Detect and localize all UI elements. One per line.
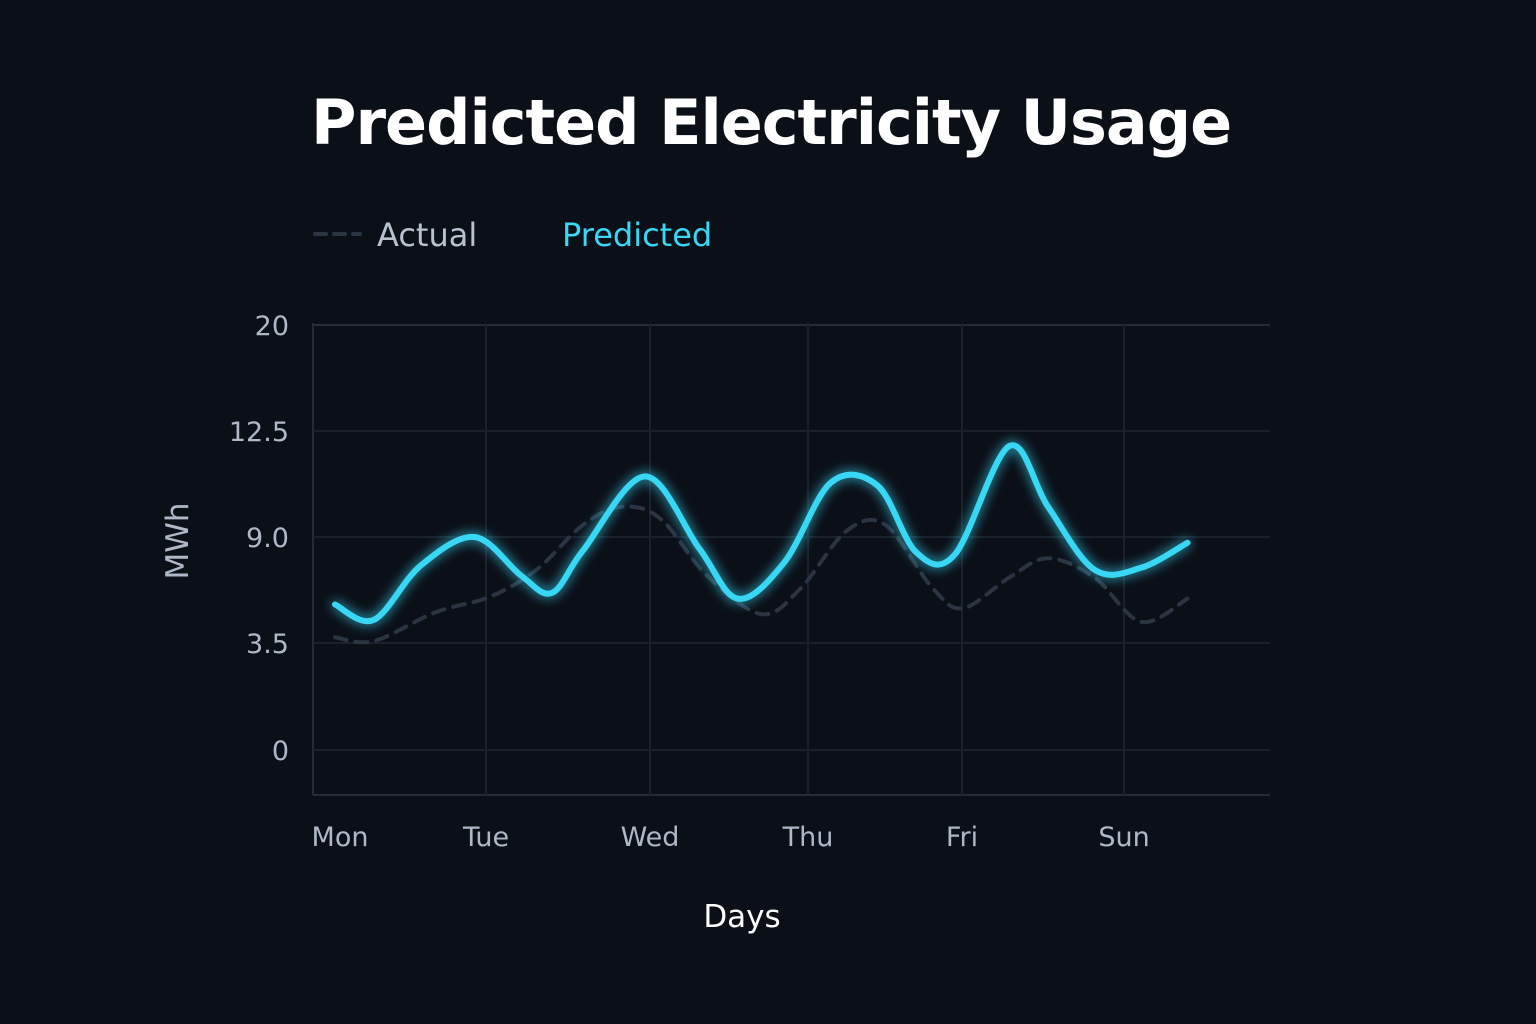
x-tick-label: Mon (312, 822, 369, 853)
y-tick-label: 9.0 (246, 523, 289, 554)
series-line-actual (333, 504, 1190, 645)
y-tick-labels: 0 3.5 9.0 12.5 20 (229, 311, 289, 767)
x-axis-title: Days (703, 899, 780, 935)
legend-label-actual: Actual (377, 216, 477, 254)
series-layer (332, 442, 1191, 645)
chart-title: Predicted Electricity Usage (311, 86, 1232, 159)
series-line-predicted (332, 442, 1191, 625)
plot-frame (312, 323, 1270, 796)
x-tick-label: Fri (946, 822, 978, 853)
legend-label-predicted: Predicted (562, 216, 712, 254)
y-axis-title: MWh (160, 502, 196, 579)
grid-lines (313, 323, 1270, 795)
y-tick-label: 0 (272, 736, 289, 767)
y-tick-label: 12.5 (229, 417, 289, 448)
x-tick-label: Wed (621, 822, 680, 853)
y-tick-label: 3.5 (246, 629, 289, 660)
x-tick-labels: Mon Tue Wed Thu Fri Sun (312, 822, 1150, 853)
x-tick-label: Tue (462, 822, 509, 853)
x-tick-label: Thu (782, 822, 834, 853)
legend: Actual Predicted (313, 216, 712, 254)
x-tick-label: Sun (1098, 822, 1149, 853)
y-tick-label: 20 (255, 311, 289, 342)
